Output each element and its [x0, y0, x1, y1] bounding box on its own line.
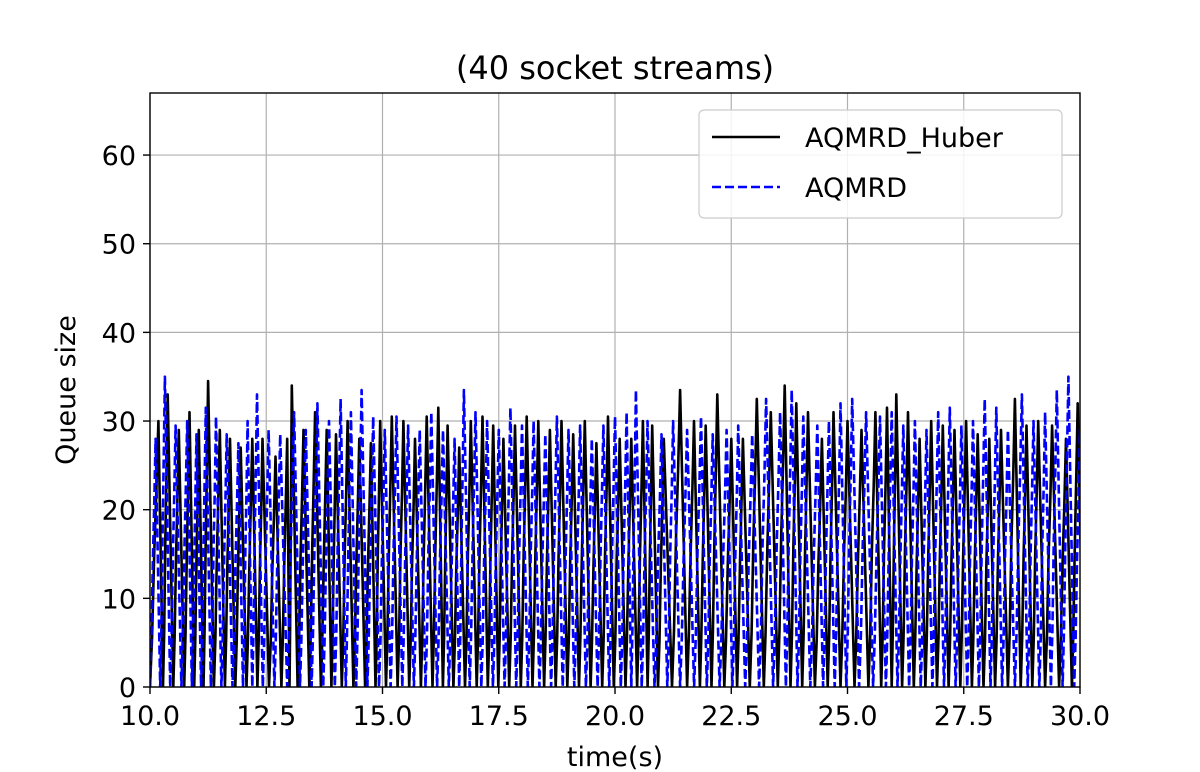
legend-box — [698, 109, 1063, 219]
chart-title: (40 socket streams) — [456, 49, 774, 87]
y-tick-label: 60 — [102, 141, 136, 172]
x-tick-label: 10.0 — [120, 701, 180, 732]
x-tick-label: 22.5 — [701, 701, 761, 732]
y-axis-label: Queue size — [51, 315, 82, 465]
x-tick-label: 15.0 — [352, 701, 412, 732]
legend: AQMRD_Huber AQMRD — [698, 109, 1063, 219]
y-tick-label: 10 — [102, 584, 136, 615]
legend-label-aqmrd: AQMRD — [805, 173, 907, 204]
x-tick-label: 20.0 — [585, 701, 645, 732]
y-tick-label: 0 — [119, 673, 136, 704]
series-layer — [150, 375, 1080, 687]
x-tick-label: 30.0 — [1050, 701, 1110, 732]
y-tick-label: 40 — [102, 318, 136, 349]
legend-label-aqmrd-huber: AQMRD_Huber — [805, 123, 1004, 154]
x-tick-label: 25.0 — [817, 701, 877, 732]
y-tick-label: 20 — [102, 496, 136, 527]
y-tick-label: 50 — [102, 230, 136, 261]
x-tick-label: 12.5 — [236, 701, 296, 732]
axis-ticks: 10.0 12.5 15.0 17.5 20.0 22.5 25.0 27.5 30.0 0 10 2… — [102, 141, 1110, 732]
x-tick-label: 27.5 — [934, 701, 994, 732]
y-tick-label: 30 — [102, 407, 136, 438]
x-axis-label: time(s) — [567, 742, 663, 772]
x-tick-label: 17.5 — [469, 701, 529, 732]
